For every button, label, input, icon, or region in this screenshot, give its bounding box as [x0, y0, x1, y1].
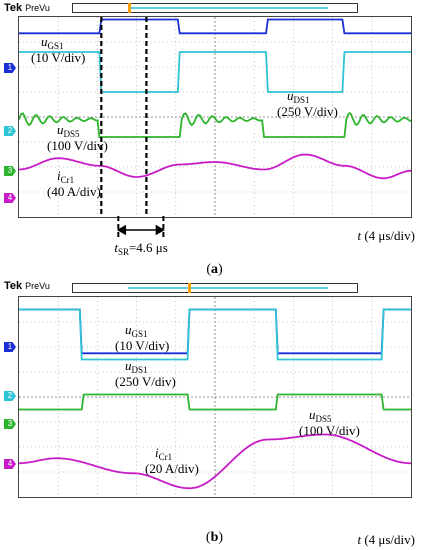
- label-ugs1-b-scale: (10 V/div): [115, 338, 169, 353]
- caption-a: (a): [206, 262, 223, 277]
- scope-screen-b: uGS1 (10 V/div) uDS1 (250 V/div) uDS5 (100 V/…: [18, 296, 412, 498]
- label-uds1-scale: (250 V/div): [277, 104, 338, 119]
- label-icr1-b: iCr1: [155, 445, 172, 462]
- caption-b: (b): [205, 530, 224, 545]
- oscilloscope-panel-a: Tek PreVu uGS1 (10 V/div) uDS1 (250 V/div) uD…: [0, 0, 429, 260]
- channel-3-marker: 3: [4, 166, 16, 176]
- label-icr1-scale: (40 A/div): [47, 184, 101, 199]
- trace-icr1: [19, 433, 411, 490]
- label-uds5-scale: (100 V/div): [47, 138, 108, 153]
- tsr-double-arrow: [116, 224, 165, 236]
- record-position-bar-b: [72, 283, 358, 293]
- channel-1-marker-b: 1: [4, 342, 16, 352]
- waveform-plot-b: uGS1(10 V/div) uDS1(250 V/div) uDS5(100 V/…: [19, 297, 411, 497]
- channel-4-marker-b: 4: [4, 459, 16, 469]
- label-icr1: iCr1: [57, 168, 74, 185]
- tek-logo-b: Tek PreVu: [4, 280, 50, 292]
- timebase-label-a: t (4 μs/div): [357, 228, 415, 243]
- channel-3-marker-b: 3: [4, 419, 16, 429]
- channel-2-marker: 2: [4, 126, 16, 136]
- record-position-bar: [72, 3, 358, 13]
- trace-uds1: [19, 51, 411, 93]
- oscilloscope-panel-b: Tek PreVu uGS1 (10 V/div) uDS1 (250 V/div) uD…: [0, 278, 429, 547]
- label-ugs1: uGS1: [41, 34, 64, 51]
- waveform-plot-a: uGS1(10 V/div) uDS1(250 V/div) uDS5(100 V/…: [19, 17, 411, 217]
- label-uds1-b: uDS1: [125, 358, 148, 375]
- label-uds1-b-scale: (250 V/div): [115, 374, 176, 389]
- trace-uds1: [19, 308, 411, 361]
- trace-uds5: [19, 111, 411, 138]
- label-uds5-b: uDS5: [309, 407, 332, 424]
- trace-icr1: [19, 153, 411, 180]
- label-ugs1-scale: (10 V/div): [31, 50, 85, 65]
- channel-4-marker: 4: [4, 193, 16, 203]
- label-uds5-b-scale: (100 V/div): [299, 423, 360, 438]
- channel-1-marker: 1: [4, 63, 16, 73]
- timebase-label-b: t (4 μs/div): [357, 532, 415, 547]
- channel-2-marker-b: 2: [4, 391, 16, 401]
- trace-uds5: [19, 393, 411, 411]
- label-icr1-b-scale: (20 A/div): [145, 461, 199, 476]
- tek-logo: Tek PreVu: [4, 2, 50, 14]
- tsr-annotation: tSR=4.6 μs: [114, 216, 168, 256]
- scope-screen-a: uGS1 (10 V/div) uDS1 (250 V/div) uDS5 (100 V/…: [18, 16, 412, 218]
- label-uds1: uDS1: [287, 88, 310, 105]
- tsr-label: tSR=4.6 μs: [114, 240, 168, 256]
- label-uds5: uDS5: [57, 122, 80, 139]
- label-ugs1-b: uGS1: [125, 322, 148, 339]
